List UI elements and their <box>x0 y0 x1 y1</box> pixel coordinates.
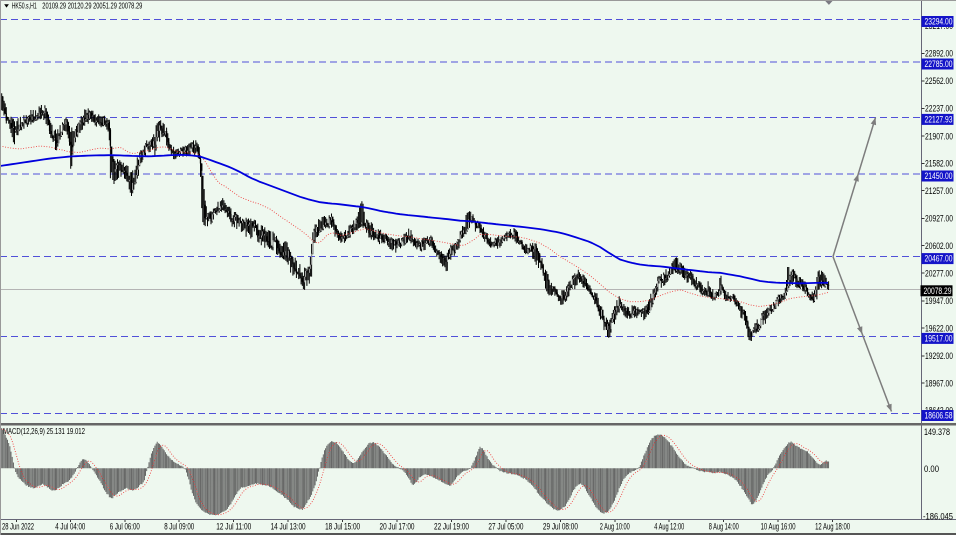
svg-text:20078.29: 20078.29 <box>924 286 952 296</box>
svg-text:20467.00: 20467.00 <box>925 254 953 264</box>
svg-text:28 Jun 2022: 28 Jun 2022 <box>2 522 34 532</box>
svg-text:18 Jul 15:00: 18 Jul 15:00 <box>325 522 360 532</box>
svg-text:-186.045: -186.045 <box>923 511 953 521</box>
svg-text:8 Aug 14:00: 8 Aug 14:00 <box>709 522 739 532</box>
svg-text:18967.00: 18967.00 <box>925 378 953 388</box>
svg-text:4 Aug 12:00: 4 Aug 12:00 <box>654 522 684 532</box>
svg-text:8 Jul 09:00: 8 Jul 09:00 <box>164 522 194 532</box>
svg-text:19292.00: 19292.00 <box>925 351 953 361</box>
svg-text:12 Jul 11:00: 12 Jul 11:00 <box>216 522 251 532</box>
svg-text:MACD(12,26,9) 25.131 19.012: MACD(12,26,9) 25.131 19.012 <box>3 426 85 436</box>
svg-text:22237.00: 22237.00 <box>925 104 953 114</box>
svg-text:22 Jul 19:00: 22 Jul 19:00 <box>434 522 469 532</box>
svg-text:29 Jul 08:00: 29 Jul 08:00 <box>543 522 578 532</box>
svg-text:22785.00: 22785.00 <box>925 59 953 69</box>
svg-text:21582.00: 21582.00 <box>925 159 953 169</box>
svg-text:21257.00: 21257.00 <box>925 186 953 196</box>
svg-text:19622.00: 19622.00 <box>925 323 953 333</box>
svg-text:0.00: 0.00 <box>924 464 939 474</box>
svg-text:21450.00: 21450.00 <box>925 171 953 181</box>
svg-text:2 Aug 10:00: 2 Aug 10:00 <box>600 522 630 532</box>
svg-text:20 Jul 17:00: 20 Jul 17:00 <box>380 522 415 532</box>
svg-text:19947.00: 19947.00 <box>925 296 953 306</box>
svg-text:22562.00: 22562.00 <box>925 76 953 86</box>
svg-text:6 Jul 06:00: 6 Jul 06:00 <box>110 522 140 532</box>
svg-text:18606.58: 18606.58 <box>925 411 953 421</box>
svg-text:27 Jul 05:00: 27 Jul 05:00 <box>488 522 523 532</box>
svg-text:10 Aug 16:00: 10 Aug 16:00 <box>761 522 796 532</box>
svg-text:23294.00: 23294.00 <box>925 17 953 27</box>
svg-text:20602.00: 20602.00 <box>925 241 953 251</box>
svg-text:20927.00: 20927.00 <box>925 214 953 224</box>
svg-text:4 Jul 04:00: 4 Jul 04:00 <box>55 522 85 532</box>
svg-text:22127.93: 22127.93 <box>925 115 953 125</box>
svg-text:19517.00: 19517.00 <box>925 334 953 344</box>
svg-text:22892.00: 22892.00 <box>925 49 953 59</box>
svg-text:21907.00: 21907.00 <box>925 131 953 141</box>
svg-text:14 Jul 13:00: 14 Jul 13:00 <box>271 522 306 532</box>
svg-text:12 Aug 18:00: 12 Aug 18:00 <box>815 522 850 532</box>
svg-text:20277.00: 20277.00 <box>925 268 953 278</box>
svg-text:20109.29 20120.29 20051.29 200: 20109.29 20120.29 20051.29 20078.29 <box>42 1 142 11</box>
svg-text:HK50.s,H1: HK50.s,H1 <box>12 1 37 11</box>
svg-text:149.378: 149.378 <box>924 427 950 437</box>
